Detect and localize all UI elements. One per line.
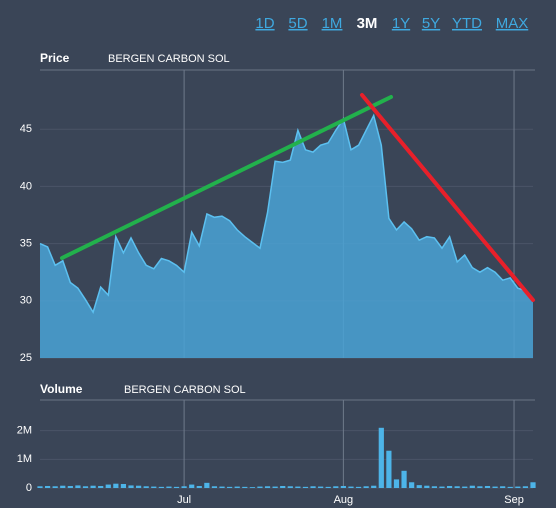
range-button[interactable]: YTD	[452, 15, 482, 32]
range-button[interactable]: 1D	[255, 15, 274, 32]
volume-bar	[151, 486, 157, 488]
volume-bar	[439, 486, 445, 488]
y-tick-label: 35	[20, 238, 32, 250]
volume-bar	[189, 484, 195, 488]
volume-bar	[355, 486, 362, 488]
volume-bar	[378, 427, 384, 488]
y-tick-label: 2M	[17, 425, 32, 437]
volume-bar	[340, 485, 346, 488]
volume-bar	[515, 486, 521, 488]
volume-bar	[333, 486, 339, 488]
y-tick-label: 45	[20, 123, 32, 135]
volume-bar	[280, 485, 286, 488]
downtrend-line	[360, 93, 535, 302]
volume-bar	[67, 485, 73, 488]
volume-bar	[204, 482, 210, 488]
volume-bar	[424, 485, 430, 488]
volume-bar	[507, 486, 513, 488]
volume-bar	[219, 486, 225, 488]
x-tick-label: Jul	[177, 494, 191, 506]
y-tick-label: 0	[26, 482, 32, 494]
volume-bar	[120, 483, 127, 488]
range-button[interactable]: MAX	[496, 15, 529, 32]
volume-bar	[431, 486, 437, 488]
volume-bar	[257, 486, 263, 488]
volume-bar	[310, 486, 316, 488]
panel-subtitle: BERGEN CARBON SOL	[124, 384, 246, 396]
volume-bar	[166, 486, 172, 488]
range-button[interactable]: 3M	[357, 15, 378, 32]
volume-bar	[409, 482, 415, 488]
y-tick-label: 40	[20, 180, 32, 192]
volume-bar	[136, 485, 142, 488]
volume-bar	[484, 485, 491, 488]
volume-bar	[44, 485, 51, 488]
volume-bar	[462, 486, 468, 488]
volume-bar	[454, 486, 460, 488]
volume-bar	[264, 486, 271, 488]
uptrend-line	[60, 95, 393, 260]
volume-bar	[75, 485, 81, 488]
volume-bar	[98, 485, 104, 488]
volume-bar	[37, 486, 43, 488]
volume-bar	[211, 486, 218, 488]
volume-bar	[173, 486, 180, 488]
y-tick-label: 30	[20, 295, 32, 307]
range-button[interactable]: 5Y	[422, 15, 440, 32]
range-button[interactable]: 1M	[322, 15, 343, 32]
volume-bar	[469, 485, 475, 488]
volume-bar	[128, 485, 134, 488]
x-tick-label: Sep	[504, 494, 524, 506]
volume-bar	[348, 486, 354, 488]
volume-bar	[446, 485, 453, 488]
volume-bar	[227, 486, 233, 488]
volume-bar	[500, 486, 506, 488]
volume-bar	[522, 486, 529, 488]
volume-bar	[234, 486, 240, 488]
volume-bar	[82, 486, 89, 488]
x-tick-label: Aug	[334, 494, 354, 506]
volume-bar	[52, 486, 58, 488]
range-button[interactable]: 1Y	[392, 15, 410, 32]
volume-bar	[90, 485, 96, 488]
volume-bar	[363, 486, 369, 488]
panel-subtitle: BERGEN CARBON SOL	[108, 53, 230, 65]
volume-bar	[295, 486, 301, 488]
volume-bar	[477, 486, 483, 488]
volume-bar	[393, 479, 400, 488]
y-tick-label: 25	[20, 352, 32, 364]
volume-bar	[196, 485, 202, 488]
volume-bar	[401, 470, 407, 488]
volume-bar	[158, 486, 164, 488]
volume-bar	[386, 450, 392, 488]
volume-bar	[143, 486, 149, 488]
range-button[interactable]: 5D	[288, 15, 307, 32]
volume-bar	[242, 486, 248, 488]
price-line	[39, 113, 534, 315]
panel-title: Price	[40, 51, 70, 65]
volume-bar	[371, 485, 377, 488]
volume-bar	[181, 486, 187, 488]
volume-bar	[249, 487, 255, 488]
volume-bar	[530, 482, 536, 488]
volume-bar	[60, 485, 66, 488]
volume-bar	[325, 486, 331, 488]
volume-bar	[416, 485, 422, 488]
volume-bar	[105, 484, 111, 488]
volume-bar	[287, 486, 293, 488]
panel-title: Volume	[40, 382, 83, 396]
price-area	[40, 115, 533, 358]
trend-lines	[60, 93, 535, 302]
volume-bar	[302, 486, 309, 488]
volume-bar	[113, 483, 119, 488]
volume-bar	[272, 486, 278, 488]
volume-bar	[492, 486, 498, 488]
y-tick-label: 1M	[17, 453, 32, 465]
volume-bar	[318, 486, 324, 488]
